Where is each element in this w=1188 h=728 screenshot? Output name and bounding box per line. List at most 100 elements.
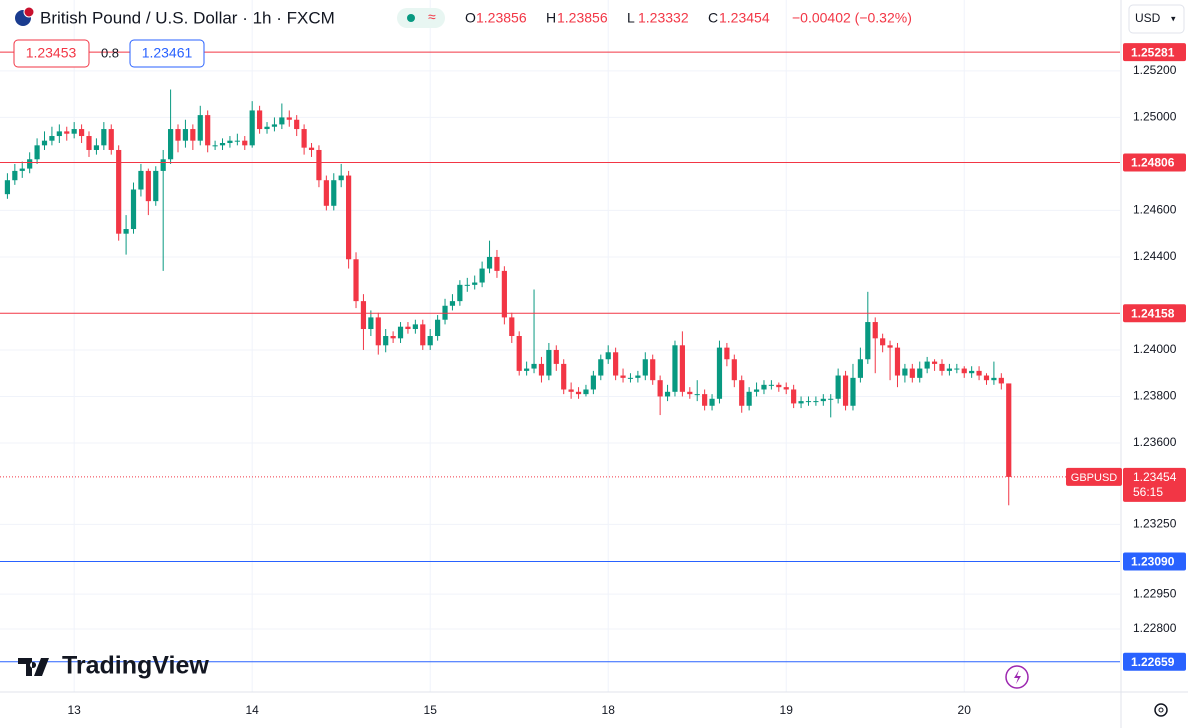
y-tick-label: 1.24000 — [1133, 342, 1177, 356]
candle-body — [4, 180, 11, 195]
candle-body — [190, 129, 196, 141]
candle-body — [435, 319, 441, 337]
candle-body — [205, 115, 211, 146]
candle-body — [613, 352, 619, 376]
candle-body — [397, 326, 404, 339]
candle-body — [731, 359, 737, 381]
candle-body — [627, 377, 634, 379]
ask-box[interactable] — [129, 39, 205, 68]
price-level-label: 1.22659 — [1131, 655, 1175, 669]
candle-body — [494, 256, 500, 271]
candle-body — [753, 389, 760, 392]
candle-body — [41, 140, 48, 146]
settings-icon[interactable] — [1154, 703, 1168, 717]
candle-body — [457, 284, 463, 302]
candle-body — [805, 401, 812, 403]
candle-body — [78, 129, 85, 137]
candle-body — [130, 189, 137, 230]
candle-body — [702, 394, 708, 406]
change: −0.00402 (−0.32%) — [792, 10, 912, 26]
candle-body — [383, 336, 389, 346]
candle-body — [820, 398, 826, 402]
candle-body — [257, 110, 263, 130]
candle-body — [724, 347, 730, 360]
candle-body — [583, 389, 589, 395]
price-level-tag — [1123, 304, 1186, 323]
candle-body — [12, 170, 18, 181]
candle-body — [271, 124, 278, 127]
candle-body — [850, 377, 856, 406]
candle-body — [86, 136, 92, 150]
candle-body — [360, 301, 367, 330]
x-tick-label: 18 — [602, 703, 616, 717]
candle-body — [917, 368, 923, 378]
candle-body — [145, 170, 151, 202]
x-tick-label: 20 — [958, 703, 972, 717]
candle-body — [27, 159, 33, 169]
market-status[interactable] — [397, 8, 445, 28]
candle-body — [249, 110, 255, 146]
candle-body — [464, 284, 470, 286]
candle-body — [420, 324, 426, 346]
ohlc-value: 1.23856 — [476, 10, 527, 26]
x-tick-label: 19 — [780, 703, 794, 717]
candle-body — [954, 368, 960, 370]
candle-body — [308, 147, 315, 150]
y-tick-label: 1.23800 — [1133, 389, 1177, 403]
candle-body — [880, 338, 886, 346]
y-tick-label: 1.24400 — [1133, 249, 1177, 263]
candle-body — [516, 336, 522, 371]
candle-body — [405, 326, 411, 330]
y-tick-label: 1.25200 — [1133, 63, 1177, 77]
candle-body — [242, 140, 248, 146]
ohlc-values: O 1.23856 H 1.23856 L 1.23332 C 1.23454 — [465, 10, 770, 26]
ohlc-key: H — [546, 10, 556, 26]
y-tick-label: 1.23600 — [1133, 435, 1177, 449]
price-level-tag — [1123, 153, 1186, 172]
watermark: TradingView — [62, 652, 209, 680]
y-tick-label: 1.23250 — [1133, 517, 1177, 531]
ohlc-key: L — [627, 10, 635, 26]
candle-body — [598, 359, 604, 376]
candle-body — [924, 361, 930, 369]
candle-body — [1006, 383, 1012, 477]
y-tick-label: 1.24600 — [1133, 203, 1177, 217]
candle-body — [486, 256, 493, 269]
flag-icon — [23, 6, 35, 18]
candle-body — [969, 370, 975, 374]
candle-body — [946, 368, 952, 371]
candle-body — [872, 322, 878, 339]
candle-body — [49, 136, 55, 141]
price-level-tag — [1123, 652, 1186, 671]
candle-body — [116, 149, 122, 234]
candle-body — [531, 363, 537, 369]
ask-price: 1.23461 — [142, 45, 193, 61]
candle-body — [694, 394, 700, 396]
candle-body — [709, 398, 715, 406]
bid-box[interactable] — [13, 39, 90, 68]
candle-body — [234, 140, 240, 142]
candle-body — [175, 129, 181, 141]
ohlc-value: 1.23856 — [557, 10, 608, 26]
candle-body — [353, 259, 359, 302]
candle-body — [813, 401, 819, 403]
candle-body — [427, 336, 433, 346]
candle-body — [857, 359, 863, 378]
candle-body — [664, 391, 671, 397]
candle-body — [620, 375, 626, 378]
watermark-logo — [18, 658, 49, 676]
currency-button[interactable] — [1128, 4, 1185, 34]
candle-body — [138, 170, 144, 190]
candle-body — [153, 170, 159, 202]
candle-body — [368, 317, 374, 330]
countdown-label: 56:15 — [1133, 485, 1163, 499]
candle-body — [264, 126, 270, 130]
events-icon — [1014, 670, 1021, 684]
candle-body — [509, 317, 515, 337]
candle-body — [739, 380, 745, 406]
candle-body — [798, 401, 804, 404]
candle-body — [279, 117, 285, 125]
ohlc-value: 1.23454 — [719, 10, 770, 26]
